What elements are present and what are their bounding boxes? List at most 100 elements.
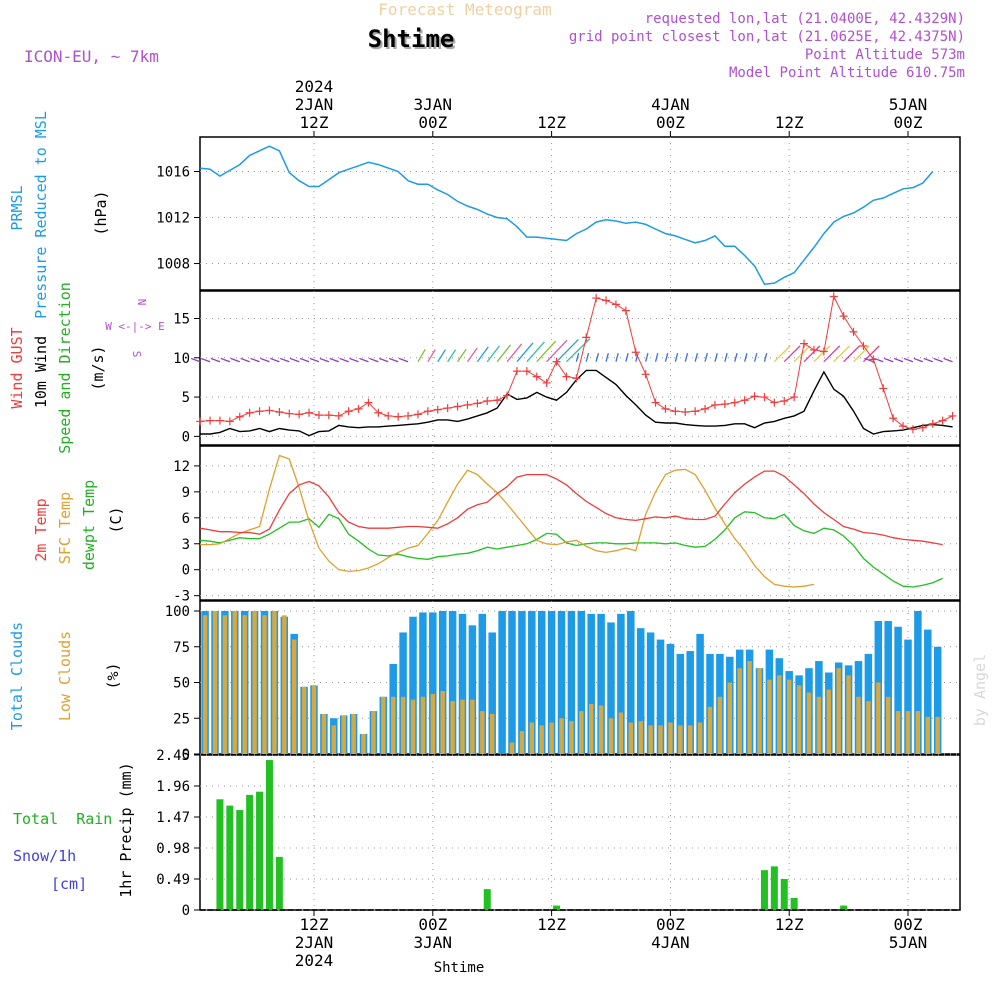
- wind-direction-arrow: [654, 353, 659, 362]
- pressure-reduced-label: Pressure Reduced to MSL: [32, 111, 50, 319]
- gust-marker: [710, 400, 719, 409]
- gust-marker: [483, 397, 492, 405]
- pct-unit: (%): [104, 662, 122, 689]
- cloud-total-bar: [448, 611, 457, 754]
- gust-marker: [285, 409, 294, 418]
- rain-bar: [226, 805, 234, 910]
- cloud-low-bar: [796, 685, 802, 754]
- wind-direction-arrow: [339, 357, 349, 363]
- gust-marker: [354, 404, 363, 413]
- wind-direction-arrow: [309, 357, 320, 363]
- y-tick-label: 100: [165, 604, 190, 620]
- gust-marker: [443, 404, 452, 413]
- cloud-total-bar: [547, 611, 556, 754]
- cloud-low-bar: [747, 661, 752, 754]
- gust-marker: [314, 411, 323, 420]
- panel-frame: [199, 754, 961, 911]
- rain-bar: [265, 760, 273, 910]
- cloud-low-bar: [292, 639, 297, 754]
- top-tick-hour: 00Z: [894, 113, 923, 132]
- wind-direction-arrow: [625, 353, 629, 362]
- top-tick-hour: 12Z: [775, 113, 804, 132]
- cloud-total-bar: [557, 611, 566, 754]
- credit-watermark: by Angel: [971, 654, 989, 726]
- cloud-low-bar: [757, 668, 762, 754]
- cloud-total-bar: [894, 626, 902, 754]
- gust-marker: [621, 306, 630, 315]
- compass-we: W <-|-> E: [105, 320, 165, 333]
- gust-marker: [740, 396, 749, 405]
- wind-direction-arrow: [230, 357, 240, 363]
- gust-marker: [809, 345, 818, 354]
- cloud-total-bar: [587, 613, 595, 754]
- cloud-low-bar: [212, 611, 218, 754]
- cloud-low-bar: [490, 713, 495, 754]
- rain-bar: [236, 810, 244, 910]
- bottom-tick-hour: 00Z: [418, 915, 447, 934]
- wind10m-label: 10m Wind: [32, 336, 50, 408]
- bottom-tick-date: 4JAN: [651, 933, 690, 952]
- cloud-low-bar: [361, 733, 366, 754]
- sfc-temp-line: [200, 454, 815, 588]
- wind-direction-arrow: [664, 353, 669, 362]
- y-tick-label: 0: [182, 903, 190, 919]
- gust-marker: [849, 327, 858, 336]
- wind-direction-arrow: [575, 353, 580, 362]
- wind-direction-arrow: [466, 347, 478, 363]
- gust-marker: [344, 407, 353, 416]
- gust-label: Wind GUST: [8, 327, 26, 408]
- gust-marker: [661, 404, 670, 413]
- y-tick-label: 1008: [156, 257, 190, 273]
- wind-direction-arrow: [546, 339, 568, 363]
- cloud-total-bar: [646, 632, 655, 754]
- temp-labels: 2m Temp SFC Temp dewpt Temp (C): [32, 480, 125, 570]
- wind-direction-arrow: [240, 357, 250, 363]
- precip-unit: 1hr Precip (mm): [117, 762, 135, 897]
- wind-direction-arrow: [843, 345, 860, 363]
- cloud-total-bar: [478, 613, 487, 754]
- cloud-low-bar: [222, 615, 228, 754]
- cloud-low-bar: [480, 711, 485, 754]
- cloud-low-bar: [688, 725, 693, 754]
- wind-direction-arrow: [783, 345, 801, 363]
- precip-labels: Total Rain Snow/1h [cm] 1hr Precip (mm): [13, 762, 135, 897]
- wind-direction-arrow: [923, 357, 933, 363]
- gust-marker: [611, 300, 620, 309]
- rain-bar: [780, 879, 788, 910]
- gust-marker: [532, 372, 541, 381]
- wind-direction-arrow: [773, 345, 791, 363]
- cloud-low-bar: [608, 718, 614, 754]
- wind-direction-arrow: [714, 353, 718, 362]
- hpa-unit: (hPa): [92, 190, 110, 235]
- wind-direction-arrow: [645, 353, 649, 362]
- gust-marker: [651, 398, 660, 407]
- y-tick-label: 12: [173, 459, 190, 475]
- cloud-low-bar: [589, 703, 594, 754]
- cloud-low-bar: [886, 696, 891, 754]
- wind-direction-arrow: [369, 357, 379, 363]
- y-tick-label: 5: [182, 390, 190, 406]
- cloud-low-bar: [628, 722, 633, 754]
- cloud-total-bar: [627, 611, 635, 754]
- top-tick-hour: 12Z: [300, 113, 329, 132]
- wind-direction-arrow: [526, 341, 545, 363]
- cloud-low-bar: [202, 615, 208, 754]
- cloud-total-bar: [904, 639, 912, 754]
- gust-marker: [295, 410, 304, 419]
- cloud-low-bar: [252, 611, 257, 754]
- wind-direction-arrow: [260, 357, 270, 363]
- top-tick-date: 3JAN: [414, 95, 453, 114]
- cloud-total-bar: [537, 611, 546, 754]
- gust-marker: [790, 393, 799, 402]
- snow-label: Snow/1h: [13, 847, 76, 865]
- cloud-low-bar: [915, 711, 921, 754]
- cloud-low-bar: [351, 713, 356, 754]
- wind-direction-arrow: [903, 357, 914, 363]
- rain-bar: [760, 870, 768, 910]
- wind-direction-arrow: [437, 349, 447, 363]
- gust-marker: [374, 408, 383, 417]
- wind-direction-arrow: [349, 357, 359, 363]
- wind-direction-arrow: [516, 342, 534, 363]
- gust-marker: [592, 294, 601, 303]
